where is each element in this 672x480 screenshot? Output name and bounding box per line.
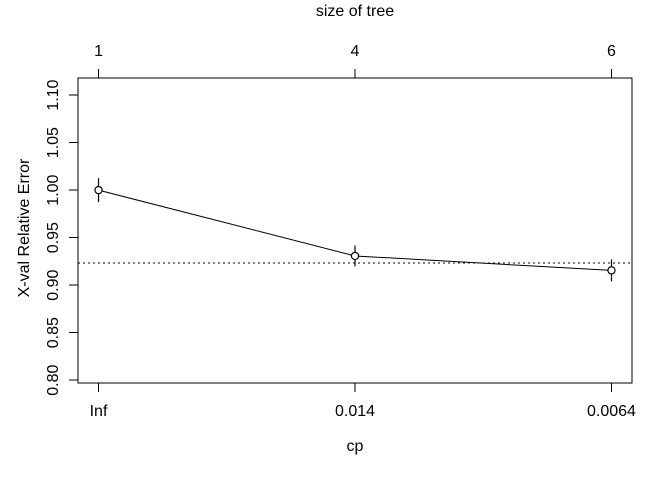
- top-axis-tick-label: 4: [351, 43, 360, 60]
- plot-box: [77, 77, 633, 384]
- data-point-marker: [350, 251, 360, 261]
- y-axis-tick-label: 0.95: [45, 222, 62, 253]
- bottom-axis-tick-label: 0.014: [335, 403, 375, 420]
- y-axis-tick-label: 0.90: [45, 269, 62, 300]
- top-axis-title: size of tree: [315, 3, 395, 20]
- data-point-marker: [607, 266, 616, 275]
- top-axis-tick-label: 1: [94, 43, 103, 60]
- bottom-axis-tick-label: 0.0064: [587, 403, 636, 420]
- y-axis-tick-label: 1.10: [45, 79, 62, 110]
- data-point-marker: [94, 185, 103, 195]
- y-axis-tick-label: 0.85: [45, 317, 62, 348]
- y-axis-tick-label: 0.80: [45, 364, 62, 395]
- bottom-axis-tick-label: Inf: [90, 403, 108, 420]
- y-axis-tick-label: 1.05: [45, 127, 62, 158]
- top-axis-tick-label: 6: [607, 43, 616, 60]
- x-axis-label: cp: [346, 438, 364, 455]
- y-axis-tick-label: 1.00: [45, 174, 62, 205]
